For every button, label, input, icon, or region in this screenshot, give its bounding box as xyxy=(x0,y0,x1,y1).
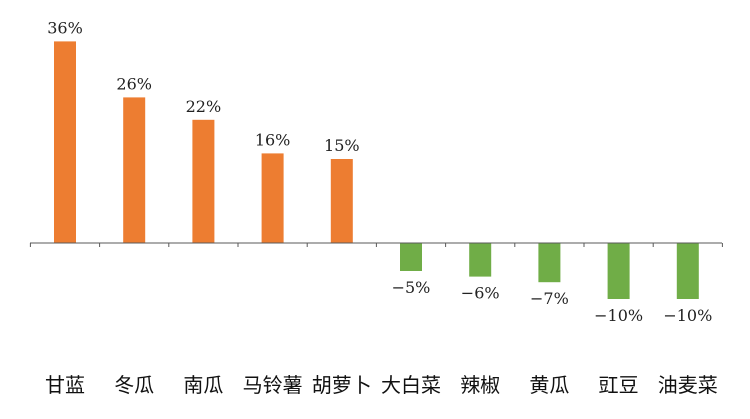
value-label-5: −5% xyxy=(392,278,431,297)
category-label-5: 大白菜 xyxy=(381,373,441,397)
category-label-7: 黄瓜 xyxy=(529,373,569,397)
value-labels-group: 36% 26% 22% 16% 15% −5% −6% −7% −10% −10% xyxy=(47,18,712,325)
category-label-0: 甘蓝 xyxy=(45,373,85,397)
bar-7 xyxy=(538,243,561,283)
bars-group xyxy=(54,41,699,299)
category-label-6: 辣椒 xyxy=(460,373,500,397)
value-label-4: 15% xyxy=(324,136,360,155)
value-label-7: −7% xyxy=(530,289,569,308)
bar-3 xyxy=(261,153,284,243)
value-label-2: 22% xyxy=(186,97,222,116)
bar-8 xyxy=(607,243,630,299)
bar-9 xyxy=(676,243,699,299)
category-label-3: 马铃薯 xyxy=(243,373,303,397)
bar-4 xyxy=(330,159,353,243)
category-label-8: 豇豆 xyxy=(599,373,639,397)
category-label-1: 冬瓜 xyxy=(114,373,154,397)
value-label-3: 16% xyxy=(255,130,291,149)
value-label-0: 36% xyxy=(47,18,83,37)
category-label-9: 油麦菜 xyxy=(658,373,718,397)
category-labels-group: 甘蓝 冬瓜 南瓜 马铃薯 胡萝卜 大白菜 辣椒 黄瓜 豇豆 油麦菜 xyxy=(45,373,718,397)
category-label-2: 南瓜 xyxy=(183,373,223,397)
x-axis xyxy=(29,242,723,247)
bar-0 xyxy=(54,41,76,244)
bar-5 xyxy=(400,243,422,271)
value-label-9: −10% xyxy=(663,306,712,325)
category-label-4: 胡萝卜 xyxy=(312,373,372,397)
bar-2 xyxy=(192,119,215,243)
bar-1 xyxy=(123,97,146,244)
value-label-6: −6% xyxy=(461,284,500,303)
value-label-1: 26% xyxy=(116,74,152,93)
bar-6 xyxy=(469,243,492,277)
value-label-8: −10% xyxy=(594,306,643,325)
